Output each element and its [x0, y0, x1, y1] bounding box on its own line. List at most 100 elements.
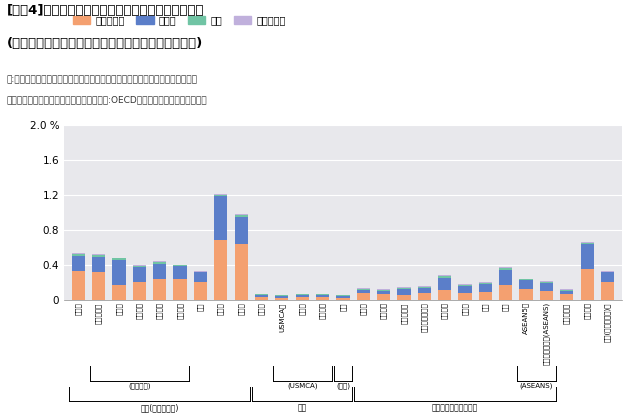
Bar [255, 297, 268, 300]
Bar [174, 265, 187, 266]
Text: 米州: 米州 [297, 403, 307, 412]
Legend: サービス業, 製造業, 鉱業, 農林水産業: サービス業, 製造業, 鉱業, 農林水産業 [69, 11, 289, 29]
Bar [519, 279, 533, 280]
Bar [92, 272, 105, 300]
Bar [397, 288, 411, 289]
Bar [275, 298, 288, 300]
Bar [458, 293, 472, 300]
Bar [356, 289, 370, 290]
Bar [438, 290, 451, 300]
Bar [214, 240, 228, 300]
Text: 注:ロシアの産業別付加価値がどの国・地域で最終需要をされているかを示す、: 注:ロシアの産業別付加価値がどの国・地域で最終需要をされているかを示す、 [6, 75, 197, 84]
Bar [560, 294, 574, 300]
Bar [235, 214, 248, 215]
Bar [540, 281, 553, 282]
Bar [72, 254, 85, 256]
Bar [194, 272, 207, 282]
Bar [356, 290, 370, 293]
Bar [601, 271, 614, 272]
Bar [153, 279, 167, 300]
Text: (ロシアのモノ・サービスはどこで生産されているか): (ロシアのモノ・サービスはどこで生産されているか) [6, 37, 203, 50]
Bar [560, 289, 574, 290]
Bar [174, 266, 187, 279]
Bar [377, 289, 390, 290]
Bar [581, 245, 594, 269]
Text: (兼状): (兼状) [336, 382, 350, 389]
Bar [133, 282, 146, 300]
Bar [581, 269, 594, 300]
Bar [519, 289, 533, 300]
Text: (USMCA): (USMCA) [287, 382, 317, 389]
Bar [337, 298, 349, 300]
Bar [235, 216, 248, 245]
Bar [72, 256, 85, 271]
Bar [479, 284, 492, 292]
Bar [337, 296, 349, 298]
Bar [112, 258, 126, 260]
Bar [479, 292, 492, 300]
Bar [438, 275, 451, 276]
Bar [112, 260, 126, 285]
Bar [337, 295, 349, 296]
Bar [519, 280, 533, 289]
Text: [図表4]ロシアの需要減による各国・地域への影響度: [図表4]ロシアの需要減による各国・地域への影響度 [6, 4, 204, 17]
Bar [112, 285, 126, 300]
Bar [214, 195, 228, 196]
Bar [397, 289, 411, 295]
Bar [581, 242, 594, 243]
Bar [194, 271, 207, 272]
Bar [397, 287, 411, 288]
Bar [377, 291, 390, 294]
Bar [153, 261, 167, 262]
Bar [153, 262, 167, 264]
Bar [72, 271, 85, 300]
Bar [601, 282, 614, 300]
Bar [92, 257, 105, 272]
Bar [356, 288, 370, 289]
Bar [296, 294, 309, 295]
Bar [316, 295, 329, 297]
Bar [458, 285, 472, 293]
Bar [499, 285, 512, 300]
Bar [560, 291, 574, 294]
Bar [275, 295, 288, 296]
Bar [133, 266, 146, 267]
Bar [133, 267, 146, 282]
Bar [499, 267, 512, 268]
Bar [377, 290, 390, 291]
Text: (ASEANS): (ASEANS) [520, 382, 553, 389]
Bar [540, 282, 553, 283]
Bar [275, 296, 288, 298]
Bar [438, 278, 451, 290]
Bar [458, 284, 472, 285]
Bar [316, 294, 329, 295]
Bar [235, 215, 248, 216]
Bar [194, 282, 207, 300]
Bar [560, 290, 574, 291]
Bar [296, 297, 309, 300]
Bar [296, 295, 309, 297]
Bar [153, 264, 167, 279]
Bar [235, 245, 248, 300]
Bar [601, 272, 614, 282]
Bar [418, 288, 431, 292]
Bar [397, 295, 411, 300]
Bar [540, 291, 553, 300]
Bar [540, 283, 553, 291]
Bar [581, 243, 594, 245]
Bar [418, 286, 431, 287]
Bar [499, 270, 512, 285]
Bar [418, 287, 431, 288]
Bar [92, 254, 105, 255]
Bar [92, 255, 105, 257]
Bar [499, 268, 512, 270]
Bar [214, 196, 228, 240]
Bar [174, 279, 187, 300]
Bar [214, 194, 228, 195]
Bar [356, 293, 370, 300]
Bar [438, 276, 451, 278]
Bar [479, 282, 492, 283]
Bar [418, 292, 431, 300]
Text: (ユーロ圏): (ユーロ圏) [128, 382, 151, 389]
Bar [377, 294, 390, 300]
